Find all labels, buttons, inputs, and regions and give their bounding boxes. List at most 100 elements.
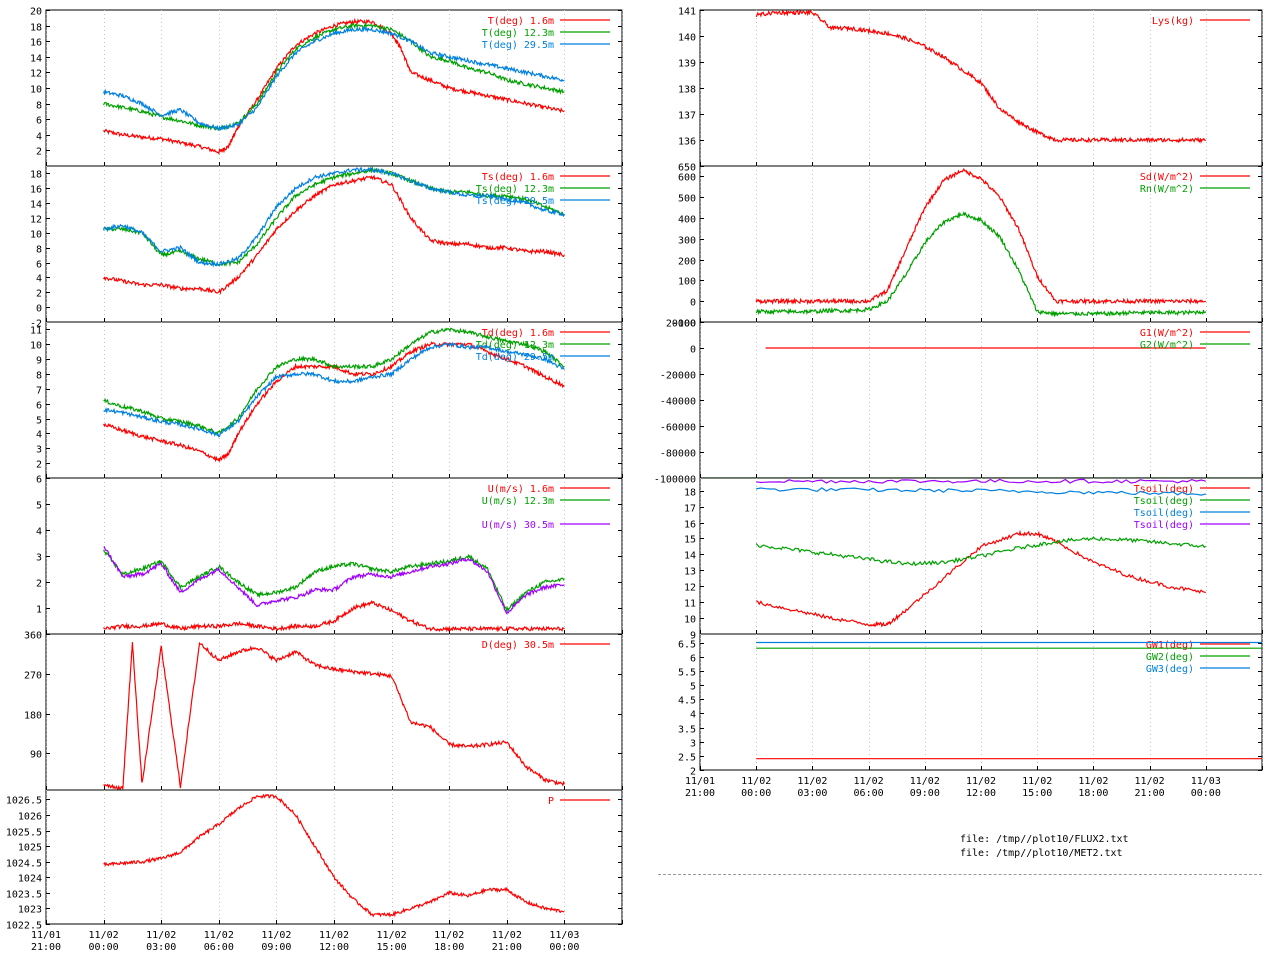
y-tick-label: 5 [36,416,42,427]
y-tick-label: 140 [678,33,696,44]
y-tick-label: 18 [684,488,696,499]
y-tick-label: 16 [684,520,696,531]
legend-label: Ts(deg) 1.6m [482,172,554,183]
y-tick-label: 4 [36,430,42,441]
panel-t: 2 4 6 8 10 12 14 16 18 20 T(deg) 1.6mT(deg) 12.3mT… [30,7,623,167]
x-tick-label-date: 11/03 [1191,776,1221,787]
y-tick-label: 5 [36,501,42,512]
y-tick-label: -40000 [660,397,696,408]
y-tick-label: 10 [30,230,42,241]
series-line-u-0 [103,599,565,633]
x-tick-label-date: 11/01 [31,930,61,941]
legend-label: Lys(kg) [1152,16,1194,27]
y-tick-label: 13 [684,567,696,578]
legend-label: U(m/s) 30.5m [482,520,554,531]
legend-label: Td(deg) 1.6m [482,328,554,339]
y-tick-label: 6 [36,116,42,127]
x-tick-label-time: 15:00 [377,942,407,953]
y-tick-label: 18 [30,23,42,34]
y-tick-label: 0 [36,304,42,315]
y-tick-label: 8 [36,245,42,256]
y-tick-label: 14 [30,54,42,65]
y-tick-label: 2 [36,460,42,471]
legend-label: T(deg) 29.5m [482,40,554,51]
y-tick-label: 16 [30,38,42,49]
panel-u: 1 2 3 4 5 6 U(m/s) 1.6mU(m/s) 12.3m U(m/s) 30.5… [36,475,623,635]
y-tick-label: 1024 [18,874,42,885]
x-tick-label-date: 11/02 [741,776,771,787]
y-tick-label: 300 [678,236,696,247]
y-tick-label: 2.5 [678,753,696,764]
x-tick-label-time: 03:00 [146,942,176,953]
x-tick-label-time: 03:00 [797,788,827,799]
y-tick-label: 2 [36,289,42,300]
y-tick-label: 0 [690,298,696,309]
legend-label: Tsoil(deg) [1134,484,1194,495]
y-tick-label: 6 [690,654,696,665]
series-line-t-1 [103,21,565,132]
y-tick-label: 15 [684,535,696,546]
y-tick-label: 4 [36,132,42,143]
y-tick-label: 4 [690,710,696,721]
y-tick-label: 14 [684,551,696,562]
legend-label: GW1(deg) [1146,640,1194,651]
series-line-sd-0 [755,167,1207,306]
y-tick-label: 141 [678,7,696,18]
x-tick-label-date: 11/02 [1078,776,1108,787]
y-tick-label: 1024.5 [6,859,42,870]
legend-label: Ts(deg) 29.5m [476,196,554,207]
plot-frame [45,9,623,167]
x-tick-label-time: 18:00 [1078,788,1108,799]
plot-frame [699,477,1263,635]
y-tick-label: -80000 [660,449,696,460]
y-tick-label: 10 [30,85,42,96]
panel-p: 1022.5 1023 1023.5 1024 1024.5 1025 1025.5 1026… [6,789,623,953]
y-tick-label: 600 [678,173,696,184]
y-tick-label: 7 [36,386,42,397]
x-tick-label-date: 11/02 [89,930,119,941]
y-tick-label: 10 [30,341,42,352]
series-line-tsoil-1 [755,536,1207,567]
x-tick-label-date: 11/02 [434,930,464,941]
x-tick-label-date: 11/02 [319,930,349,941]
y-tick-label: -20000 [660,371,696,382]
y-tick-label: 9 [690,631,696,642]
x-tick-label-date: 11/02 [146,930,176,941]
y-tick-label: 3 [36,553,42,564]
series-line-u-3 [103,546,565,615]
series-line-tsoil-3 [756,478,1206,484]
legend-label: G1(W/m^2) [1140,328,1194,339]
y-tick-label: 20000 [666,319,696,330]
legend-label: Ts(deg) 12.3m [476,184,554,195]
y-tick-label: 650 [678,163,696,174]
y-tick-label: 2 [36,147,42,158]
y-tick-label: 5.5 [678,668,696,679]
y-tick-label: 6 [36,260,42,271]
legend-label: GW3(deg) [1146,664,1194,675]
y-tick-label: 12 [30,69,42,80]
y-tick-label: -2 [30,319,42,330]
y-tick-label: 139 [678,59,696,70]
y-tick-label: 4.5 [678,696,696,707]
y-tick-label: 6 [36,475,42,486]
y-tick-label: 2 [36,579,42,590]
series-line-sd-1 [755,210,1207,318]
x-tick-label-date: 11/03 [549,930,579,941]
legend-label: D(deg) 30.5m [482,640,554,651]
y-tick-label: 400 [678,215,696,226]
x-tick-label-time: 00:00 [549,942,579,953]
y-tick-label: -100000 [654,475,696,486]
x-tick-label-time: 21:00 [31,942,61,953]
y-tick-label: 11 [684,599,696,610]
legend-label: Tsoil(deg) [1134,508,1194,519]
y-tick-label: 1025.5 [6,828,42,839]
x-tick-label-time: 21:00 [685,788,715,799]
x-tick-label-date: 11/02 [854,776,884,787]
x-tick-label-time: 00:00 [89,942,119,953]
y-tick-label: 360 [24,631,42,642]
legend-label: T(deg) 12.3m [482,28,554,39]
series-line-p-0 [103,793,565,918]
series-line-td-1 [103,327,565,437]
